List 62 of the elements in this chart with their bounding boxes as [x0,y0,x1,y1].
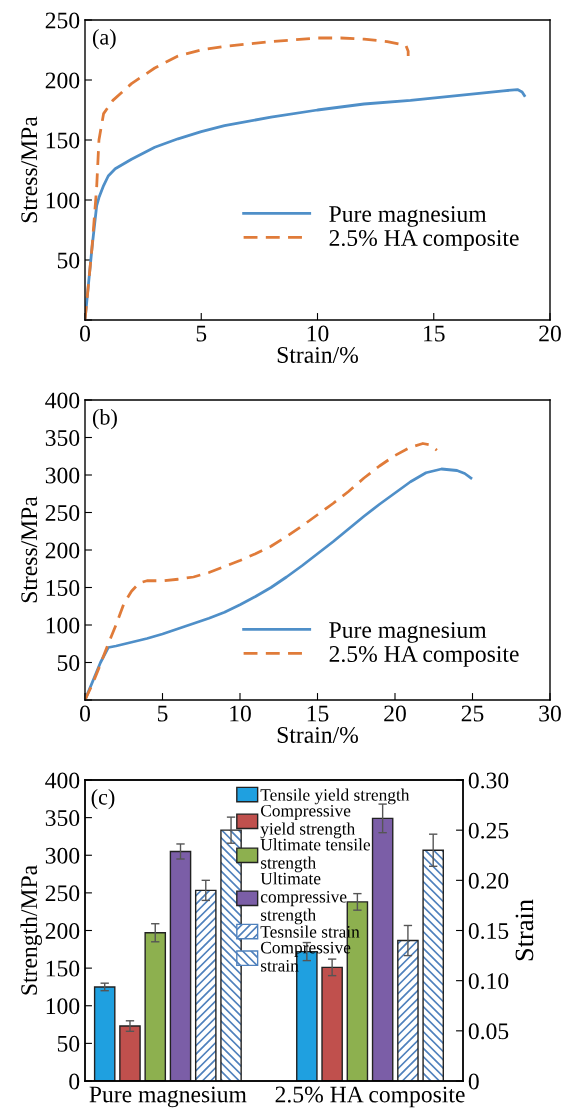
y-tick-label: 300 [45,847,80,864]
y-tick-label: 200 [45,72,80,89]
y-tick-label: 100 [46,998,80,1015]
x-tick-label: 10 [230,705,251,722]
legend-label: 2.5% HA composite [329,646,519,667]
x-tick-label: 5 [157,705,168,722]
legend-label: Compressive yield strength [260,804,356,839]
annotation: (a) [92,29,116,50]
x-tick-label: 5 [196,325,207,342]
y-tick-label: 200 [45,922,80,939]
legend-label: Ultimate tensile strength [260,838,371,873]
y-tick-label: 350 [45,429,80,446]
y-tick-label: 100 [46,617,80,634]
legend-label: Ultimate compressive strength [260,872,347,925]
bar [119,1025,141,1081]
bar [144,932,167,1081]
y2-tick-label: 0.15 [468,922,509,940]
bar [371,817,394,1081]
y-tick-label: 150 [46,960,80,977]
y-tick-label: 50 [57,252,80,269]
y-tick-label: 400 [45,772,80,789]
legend-label: Tensile yield strength [260,788,410,805]
y-tick-label: 50 [57,654,80,671]
y-tick-label: 250 [45,504,80,521]
x-tick-label: 20 [539,325,561,342]
y2-tick-label: 0.10 [468,973,509,990]
y-tick-label: 150 [46,132,80,149]
annotation: (b) [92,409,117,430]
y-tick-label: 250 [45,885,80,902]
x-tick-label: 15 [424,325,445,342]
legend-label: 2.5% HA composite [329,230,519,251]
y-axis-title: Strength/MPa [20,865,42,995]
y2-tick-label: 0.25 [468,822,509,839]
x-axis-title: Strain/% [277,346,359,363]
x-tick-label: 15 [307,705,329,722]
legend-label: Pure magnesium [329,206,487,227]
y-tick-label: 250 [45,12,80,29]
y-tick-label: 100 [46,192,80,209]
x-tick-label: 20 [384,705,406,722]
y-axis-title: Stress/MPa [21,496,38,603]
bar [169,850,192,1081]
y-tick-label: 400 [45,392,80,409]
y2-tick-label: 0.20 [468,872,509,889]
y-axis-title: Stress/MPa [21,116,38,223]
y-tick-label: 0 [69,1073,80,1090]
y-tick-label: 150 [46,579,80,596]
y-tick-label: 350 [45,810,80,827]
y2-tick-label: 0.05 [468,1023,509,1040]
legend-label: Pure magnesium [329,622,487,643]
y-tick-label: 200 [45,542,80,559]
x-axis-title: Strain/% [277,726,359,743]
y2-tick-label: 0 [468,1073,479,1090]
y2-axis-title: Strain [515,899,534,961]
y2-tick-label: 0.30 [468,772,509,789]
bar [93,986,116,1081]
bar [321,966,343,1081]
y-tick-label: 300 [45,467,80,484]
x-tick-label: 30 [539,705,561,722]
x-tick-label: 10 [307,325,329,342]
y-tick-label: 50 [57,1035,80,1052]
annotation: (c) [91,789,115,810]
x-tick-label: 25 [461,705,484,722]
